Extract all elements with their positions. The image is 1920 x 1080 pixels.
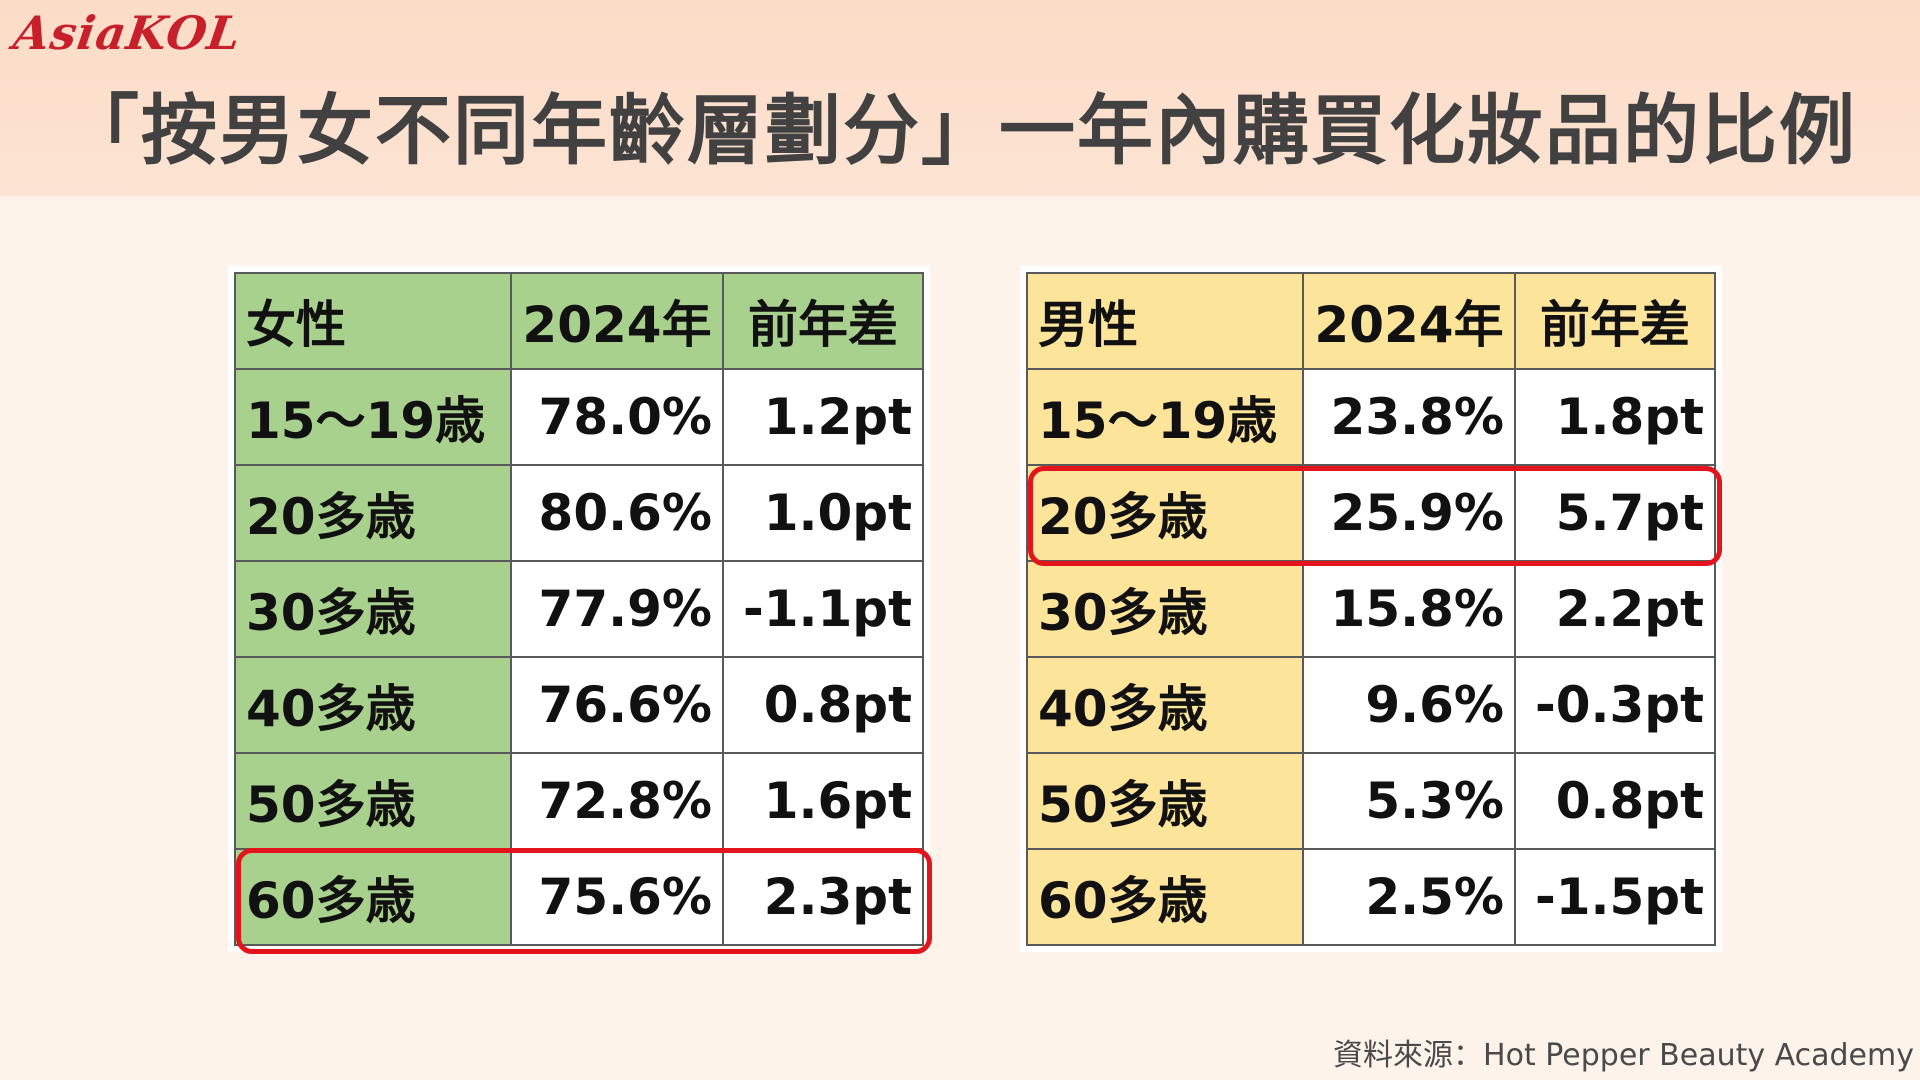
- age-cell: 20多歳: [234, 464, 512, 562]
- table-header-row: 男性 2024年 前年差: [1026, 272, 1716, 370]
- value-cell: 80.6%: [510, 464, 724, 562]
- table-row: 40多歳 9.6% -0.3pt: [1026, 656, 1716, 754]
- table-row-highlighted: 60多歳 75.6% 2.3pt: [234, 848, 924, 946]
- age-cell: 50多歳: [1026, 752, 1304, 850]
- header-cell-gender: 女性: [234, 272, 512, 370]
- value-cell: 2.5%: [1302, 848, 1516, 946]
- value-cell: 9.6%: [1302, 656, 1516, 754]
- table-row: 40多歳 76.6% 0.8pt: [234, 656, 924, 754]
- asiakol-logo: AsiaKOL: [10, 6, 245, 60]
- table-row: 60多歳 2.5% -1.5pt: [1026, 848, 1716, 946]
- header-cell-gender: 男性: [1026, 272, 1304, 370]
- value-cell: 77.9%: [510, 560, 724, 658]
- diff-cell: 1.2pt: [722, 368, 924, 466]
- age-cell: 60多歳: [234, 848, 512, 946]
- age-cell: 50多歳: [234, 752, 512, 850]
- female-table-container: 女性 2024年 前年差 15～19歳 78.0% 1.2pt 20多歳 80.…: [228, 266, 930, 952]
- age-cell: 15～19歳: [234, 368, 512, 466]
- value-cell: 23.8%: [1302, 368, 1516, 466]
- table-row: 15～19歳 23.8% 1.8pt: [1026, 368, 1716, 466]
- age-cell: 30多歳: [1026, 560, 1304, 658]
- age-cell: 40多歳: [1026, 656, 1304, 754]
- diff-cell: 0.8pt: [1514, 752, 1716, 850]
- female-table: 女性 2024年 前年差 15～19歳 78.0% 1.2pt 20多歳 80.…: [234, 272, 924, 946]
- diff-cell: 5.7pt: [1514, 464, 1716, 562]
- value-cell: 72.8%: [510, 752, 724, 850]
- diff-cell: 1.6pt: [722, 752, 924, 850]
- value-cell: 76.6%: [510, 656, 724, 754]
- value-cell: 25.9%: [1302, 464, 1516, 562]
- diff-cell: 1.0pt: [722, 464, 924, 562]
- value-cell: 75.6%: [510, 848, 724, 946]
- diff-cell: 1.8pt: [1514, 368, 1716, 466]
- header-cell-year: 2024年: [1302, 272, 1516, 370]
- header-cell-diff: 前年差: [722, 272, 924, 370]
- header-band: [0, 0, 1920, 196]
- source-caption: 資料來源：Hot Pepper Beauty Academy: [1333, 1038, 1914, 1073]
- value-cell: 5.3%: [1302, 752, 1516, 850]
- diff-cell: 0.8pt: [722, 656, 924, 754]
- table-row: 30多歳 77.9% -1.1pt: [234, 560, 924, 658]
- table-row: 50多歳 5.3% 0.8pt: [1026, 752, 1716, 850]
- table-row: 20多歳 80.6% 1.0pt: [234, 464, 924, 562]
- male-table: 男性 2024年 前年差 15～19歳 23.8% 1.8pt 20多歳 25.…: [1026, 272, 1716, 946]
- age-cell: 20多歳: [1026, 464, 1304, 562]
- table-row-highlighted: 20多歳 25.9% 5.7pt: [1026, 464, 1716, 562]
- male-table-container: 男性 2024年 前年差 15～19歳 23.8% 1.8pt 20多歳 25.…: [1020, 266, 1722, 952]
- diff-cell: -1.5pt: [1514, 848, 1716, 946]
- table-row: 15～19歳 78.0% 1.2pt: [234, 368, 924, 466]
- page-title: 「按男女不同年齡層劃分」一年內購買化妝品的比例: [63, 86, 1857, 175]
- diff-cell: 2.2pt: [1514, 560, 1716, 658]
- table-row: 50多歳 72.8% 1.6pt: [234, 752, 924, 850]
- header-cell-diff: 前年差: [1514, 272, 1716, 370]
- age-cell: 40多歳: [234, 656, 512, 754]
- diff-cell: -1.1pt: [722, 560, 924, 658]
- diff-cell: 2.3pt: [722, 848, 924, 946]
- age-cell: 60多歳: [1026, 848, 1304, 946]
- table-header-row: 女性 2024年 前年差: [234, 272, 924, 370]
- header-cell-year: 2024年: [510, 272, 724, 370]
- value-cell: 78.0%: [510, 368, 724, 466]
- value-cell: 15.8%: [1302, 560, 1516, 658]
- table-row: 30多歳 15.8% 2.2pt: [1026, 560, 1716, 658]
- age-cell: 30多歳: [234, 560, 512, 658]
- age-cell: 15～19歳: [1026, 368, 1304, 466]
- diff-cell: -0.3pt: [1514, 656, 1716, 754]
